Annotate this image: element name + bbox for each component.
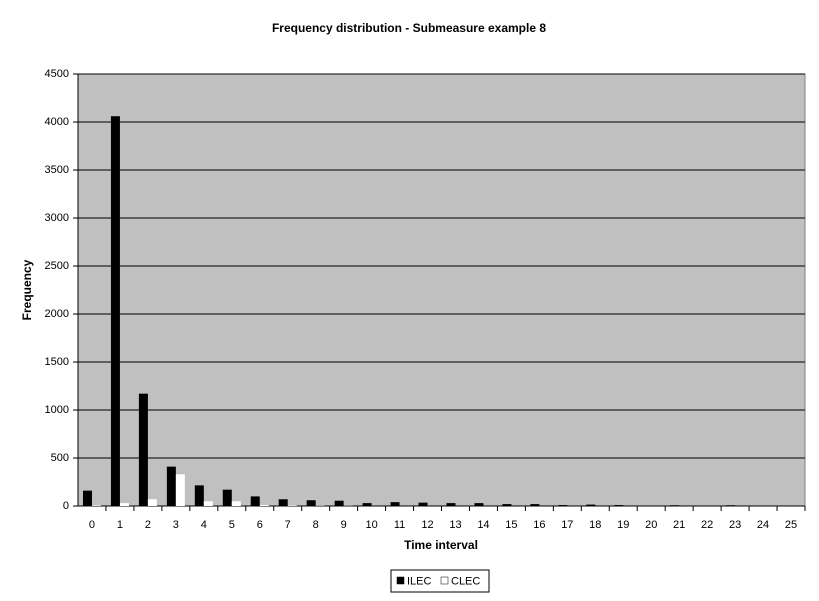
y-tick-label: 1000 <box>45 404 69 416</box>
bar <box>362 503 372 506</box>
x-tick-label: 22 <box>701 519 713 531</box>
bar <box>446 503 456 506</box>
x-tick-label: 19 <box>617 519 629 531</box>
bar <box>82 490 92 506</box>
bar <box>502 504 512 506</box>
x-tick-label: 24 <box>757 519 769 531</box>
x-axis-label: Time interval <box>404 538 478 552</box>
x-tick-label: 3 <box>173 519 179 531</box>
x-tick-label: 6 <box>257 519 263 531</box>
x-tick-label: 2 <box>145 519 151 531</box>
y-tick-label: 4500 <box>45 68 69 80</box>
bar <box>250 496 260 506</box>
y-tick-label: 3000 <box>45 212 69 224</box>
x-tick-label: 11 <box>394 519 405 531</box>
y-tick-label: 500 <box>51 452 69 464</box>
legend-swatch <box>440 576 449 585</box>
x-tick-label: 13 <box>449 519 461 531</box>
bar <box>278 499 288 506</box>
x-tick-label: 1 <box>117 519 123 531</box>
x-tick-label: 4 <box>201 519 207 531</box>
x-tick-label: 25 <box>785 519 797 531</box>
x-tick-label: 5 <box>229 519 235 531</box>
y-tick-label: 0 <box>63 500 69 512</box>
bar <box>203 501 213 506</box>
bar <box>147 499 157 506</box>
bar <box>474 503 484 506</box>
bar <box>231 501 241 506</box>
bar <box>530 504 540 506</box>
bar <box>334 500 344 506</box>
bar <box>390 502 400 506</box>
x-tick-label: 14 <box>477 519 489 531</box>
bar <box>222 489 232 506</box>
bar <box>670 505 680 506</box>
x-tick-label: 8 <box>313 519 319 531</box>
y-tick-label: 1500 <box>45 356 69 368</box>
x-tick-label: 12 <box>421 519 433 531</box>
x-tick-label: 23 <box>729 519 741 531</box>
y-tick-label: 2000 <box>45 308 69 320</box>
bar <box>586 504 596 506</box>
bar <box>138 393 148 506</box>
x-tick-label: 7 <box>285 519 291 531</box>
x-tick-label: 16 <box>533 519 545 531</box>
bar <box>166 466 176 506</box>
bar <box>418 502 428 506</box>
legend-label: CLEC <box>451 575 480 587</box>
x-tick-label: 15 <box>505 519 517 531</box>
x-tick-label: 18 <box>589 519 601 531</box>
legend-swatch <box>396 576 405 585</box>
chart-title: Frequency distribution - Submeasure exam… <box>272 21 546 35</box>
y-tick-label: 3500 <box>45 164 69 176</box>
bar <box>259 505 269 506</box>
y-tick-label: 2500 <box>45 260 69 272</box>
bar <box>614 505 624 506</box>
bar <box>175 474 185 506</box>
bar <box>306 500 316 506</box>
x-tick-label: 21 <box>673 519 685 531</box>
legend-box <box>390 569 490 593</box>
x-tick-label: 10 <box>365 519 377 531</box>
bar <box>726 505 736 506</box>
x-tick-label: 17 <box>561 519 573 531</box>
x-tick-label: 0 <box>89 519 95 531</box>
y-axis-label: Frequency <box>20 259 34 320</box>
bar <box>194 485 204 506</box>
bar <box>110 116 120 507</box>
y-tick-label: 4000 <box>45 116 69 128</box>
x-tick-label: 20 <box>645 519 657 531</box>
bar <box>558 505 568 506</box>
bar <box>119 503 129 506</box>
x-tick-label: 9 <box>341 519 347 531</box>
plot-area <box>77 73 806 507</box>
legend-label: ILEC <box>407 575 432 587</box>
